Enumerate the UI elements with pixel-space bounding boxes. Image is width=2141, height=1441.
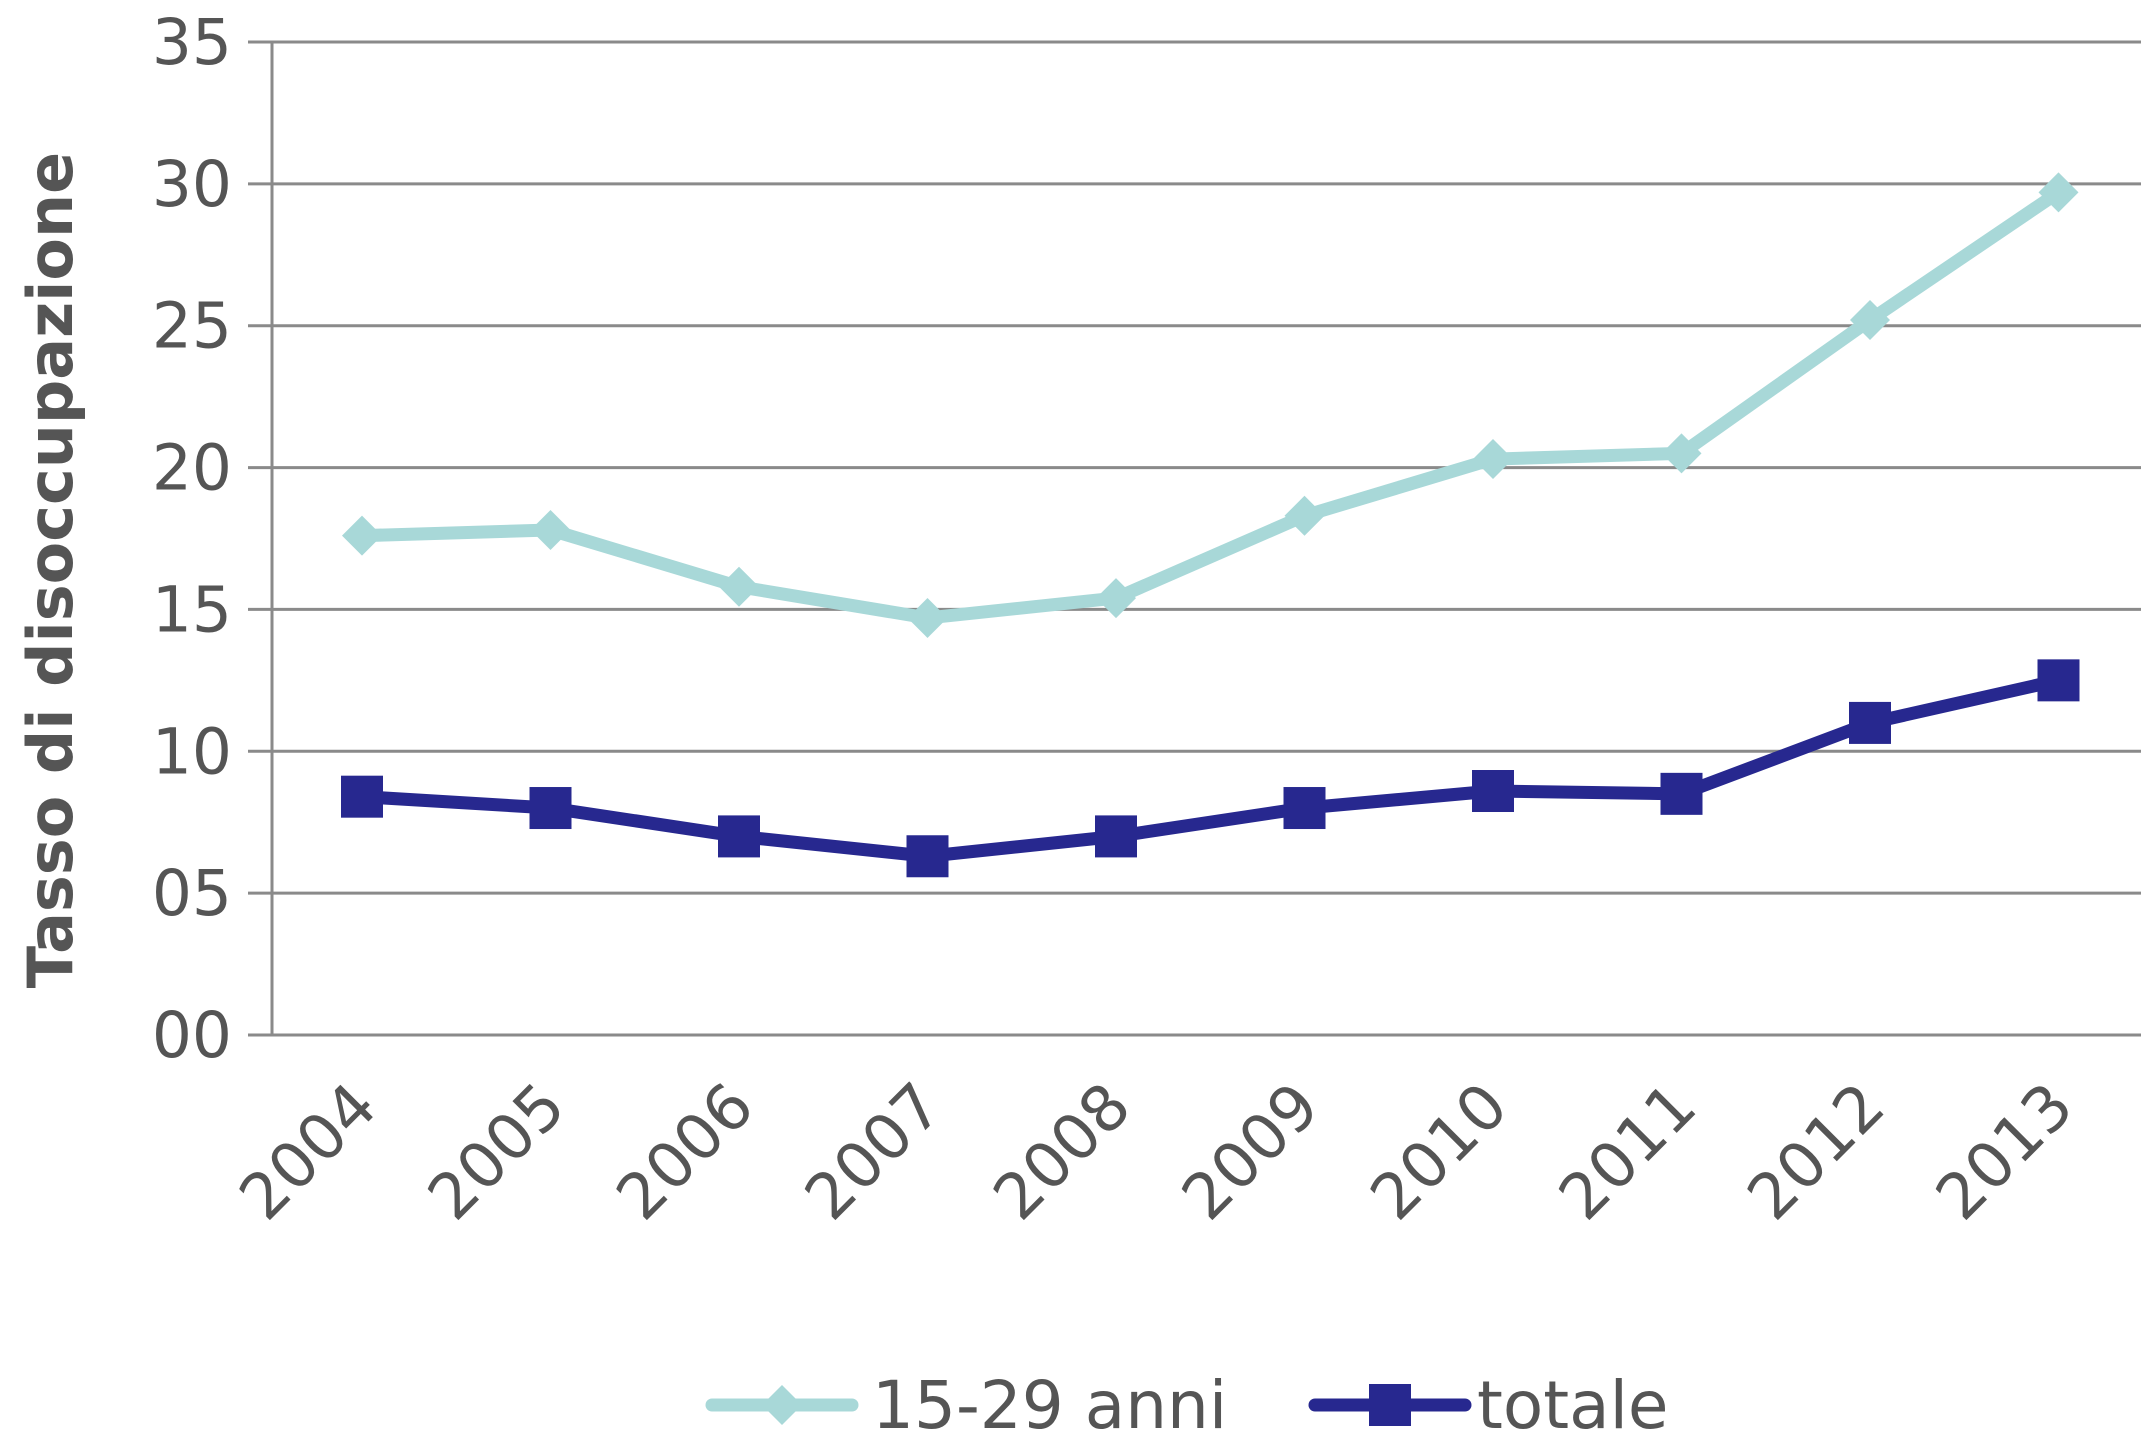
data-point (342, 515, 382, 556)
legend-marker (762, 1385, 802, 1425)
data-point (1472, 770, 1514, 813)
legend-label: totale (1477, 1367, 1669, 1441)
legend-label: 15-29 anni (872, 1367, 1227, 1441)
legend-marker (1369, 1384, 1411, 1426)
y-tick-label: 30 (152, 148, 232, 221)
y-tick-label: 00 (152, 999, 232, 1072)
series-youth (342, 172, 2079, 638)
data-point (1095, 815, 1137, 858)
y-tick-labels: 00 05 10 15 20 25 30 35 (152, 6, 232, 1072)
y-tick-label: 20 (152, 432, 232, 505)
legend: 15-29 anni totale (705, 1367, 1669, 1441)
y-tick-label: 05 (152, 857, 232, 930)
data-point (341, 775, 383, 818)
gridlines (248, 40, 2141, 1037)
data-point (719, 566, 759, 607)
series-total (341, 659, 2080, 878)
data-point (2037, 659, 2080, 702)
data-point (2038, 172, 2079, 213)
series (341, 172, 2080, 878)
data-point (1849, 701, 1891, 744)
data-point (906, 835, 949, 878)
x-tick-label: 2010 (1357, 1069, 1522, 1234)
x-tick-label: 2008 (980, 1069, 1145, 1234)
y-tick-label: 25 (152, 290, 232, 363)
data-point (1473, 439, 1513, 480)
data-point (907, 597, 948, 638)
data-point (1284, 495, 1325, 536)
data-point (1660, 772, 1703, 815)
data-point (718, 815, 760, 858)
data-point (529, 787, 572, 830)
x-tick-label: 2005 (414, 1069, 579, 1234)
x-tick-label: 2012 (1734, 1069, 1899, 1234)
y-tick-label: 10 (152, 715, 232, 788)
legend-item: totale (1308, 1367, 1669, 1441)
series-line (355, 673, 2065, 863)
x-tick-label: 2011 (1545, 1069, 1710, 1234)
series-line (355, 185, 2065, 625)
y-axis-label: Tasso di disoccupazione (14, 152, 87, 988)
x-tick-label: 2004 (226, 1069, 391, 1234)
x-tick-label: 2009 (1168, 1069, 1333, 1234)
data-point (1283, 787, 1326, 830)
legend-item: 15-29 anni (705, 1367, 1227, 1441)
x-tick-labels: 2004 2005 2006 2007 2008 2009 2010 2011 2012 2013 (226, 1069, 2087, 1234)
data-point (1850, 300, 1890, 341)
data-point (1096, 578, 1136, 619)
y-tick-label: 15 (152, 573, 232, 646)
data-point (530, 509, 571, 550)
x-tick-label: 2013 (1922, 1069, 2087, 1234)
x-tick-label: 2006 (603, 1069, 768, 1234)
y-tick-label: 35 (152, 6, 232, 79)
x-tick-label: 2007 (791, 1069, 956, 1234)
data-point (1661, 433, 1702, 474)
